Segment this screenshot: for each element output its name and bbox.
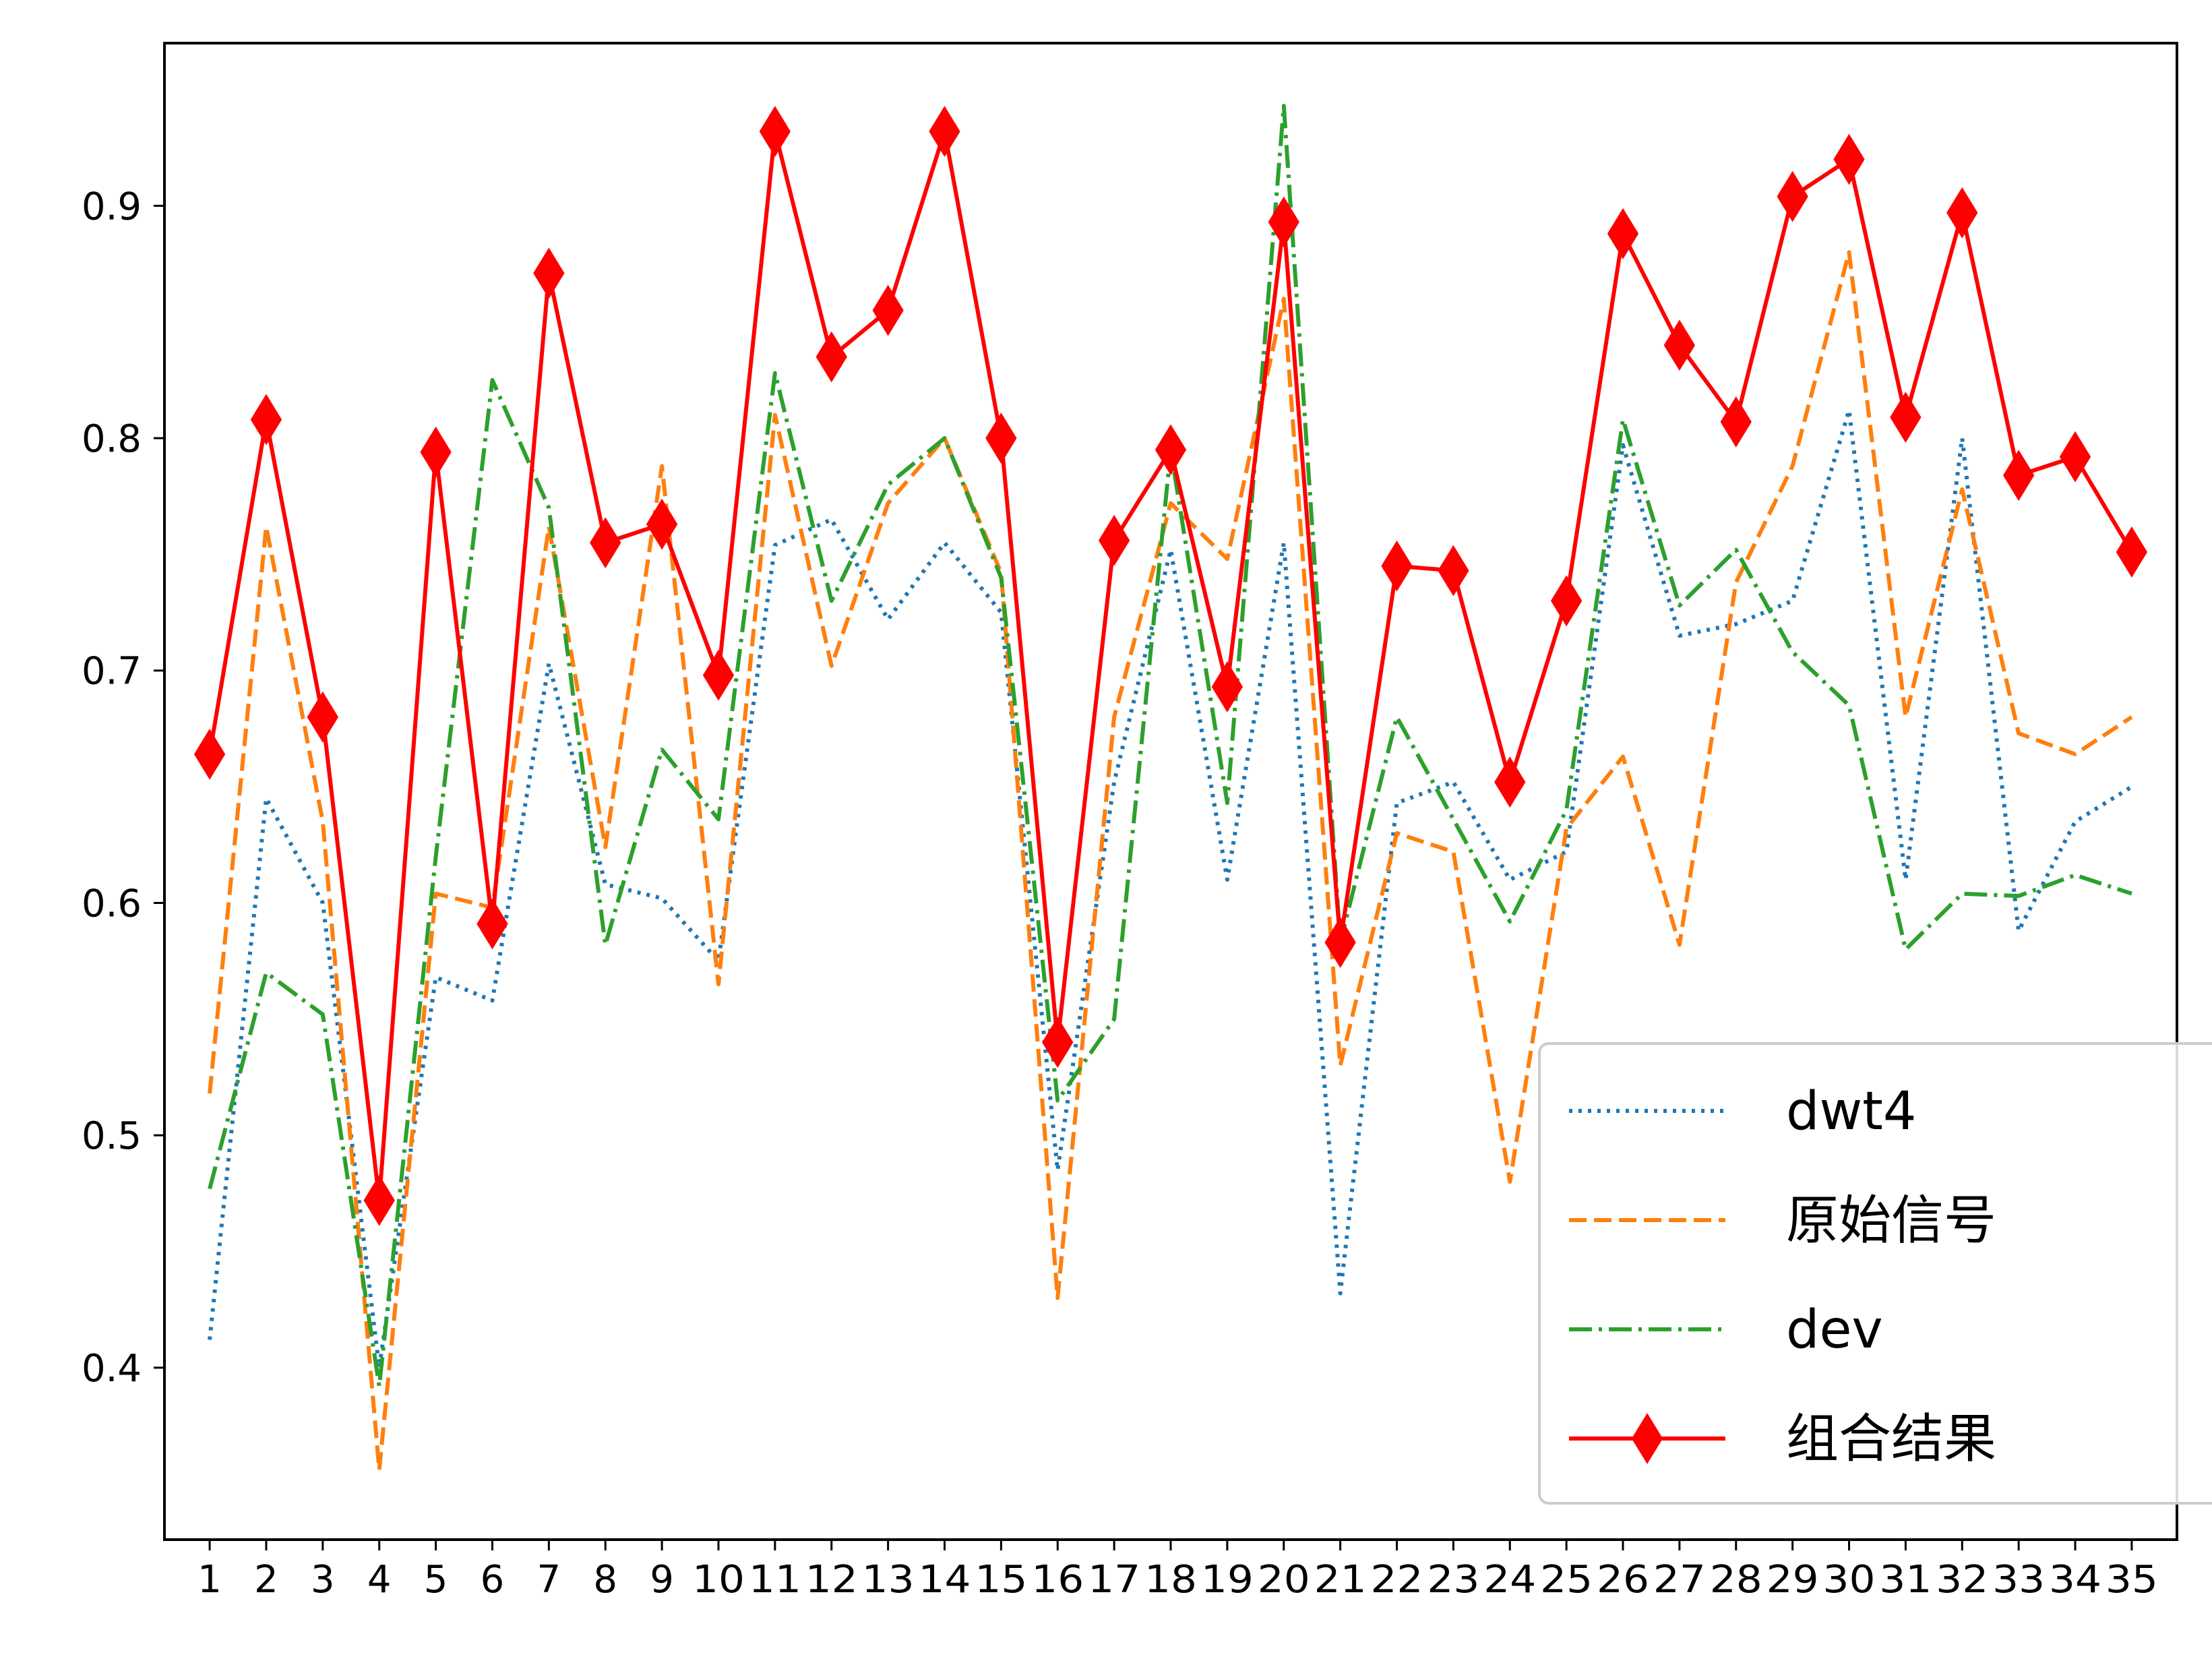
legend-entry-2: 原始信号 (1569, 1190, 1996, 1251)
series-4-marker-26 (1607, 208, 1639, 260)
y-tick-label-0.9: 0.9 (82, 185, 142, 229)
series-4-marker-2 (250, 394, 282, 446)
legend-entry-3: dev (1569, 1300, 1883, 1360)
series-1 (208, 408, 2133, 1370)
legend-marker-4 (1631, 1413, 1663, 1464)
series-4-marker-7 (533, 247, 565, 299)
y-tick-label-0.5: 0.5 (82, 1114, 142, 1158)
x-tick-label-17: 17 (1088, 1558, 1140, 1602)
series-4-marker-14 (929, 106, 960, 157)
series-4-marker-10 (702, 649, 735, 701)
x-tick-label-32: 32 (1936, 1558, 1988, 1602)
x-tick-label-34: 34 (2049, 1558, 2101, 1602)
series-4-marker-33 (2002, 450, 2035, 502)
series-4-marker-23 (1438, 545, 1469, 597)
series-4-marker-34 (2059, 431, 2091, 483)
series-4-marker-3 (307, 691, 339, 743)
series-4-marker-4 (363, 1174, 395, 1226)
series-4-marker-19 (1211, 661, 1243, 713)
x-tick-label-4: 4 (367, 1558, 392, 1602)
x-tick-label-14: 14 (918, 1558, 971, 1602)
series-4-marker-5 (420, 426, 452, 478)
x-tick-label-28: 28 (1710, 1558, 1762, 1602)
x-tick-label-33: 33 (1992, 1558, 2045, 1602)
series-4-marker-29 (1777, 171, 1808, 222)
legend: dwt4 原始信号 dev 组合结果 (1538, 1042, 2212, 1505)
series-4-marker-9 (646, 498, 678, 550)
x-tick-label-16: 16 (1031, 1558, 1084, 1602)
series-2 (208, 250, 2133, 1472)
x-tick-label-8: 8 (593, 1558, 617, 1602)
series-4-marker-17 (1098, 514, 1130, 566)
series-4-marker-20 (1268, 196, 1299, 248)
x-tick-label-7: 7 (537, 1558, 561, 1602)
x-tick-label-21: 21 (1314, 1558, 1367, 1602)
series-4-marker-6 (477, 898, 508, 950)
series-4-marker-35 (2116, 526, 2148, 578)
legend-label-2: 原始信号 (1786, 1190, 1996, 1251)
x-tick-label-23: 23 (1427, 1558, 1479, 1602)
y-tick-label-0.8: 0.8 (82, 417, 142, 461)
series-4-marker-13 (872, 284, 904, 336)
x-tick-label-5: 5 (424, 1558, 448, 1602)
y-tick-label-0.6: 0.6 (82, 882, 142, 926)
legend-label-4: 组合结果 (1786, 1409, 1996, 1470)
y-axis: 0.4 0.5 0.6 0.7 0.8 0.9 (82, 185, 164, 1391)
x-tick-label-11: 11 (749, 1558, 801, 1602)
legend-box (1538, 1042, 2212, 1505)
legend-entry-1: dwt4 (1569, 1081, 1917, 1142)
series-4-marker-1 (193, 728, 226, 780)
series-4-marker-24 (1494, 756, 1526, 808)
series-4-marker-12 (816, 331, 847, 383)
series-4-marker-16 (1042, 1017, 1074, 1068)
series-4-marker-11 (759, 106, 791, 157)
series-4-marker-32 (1946, 187, 1978, 239)
x-axis: 1 2 3 4 5 6 7 8 9 10 11 12 13 14 15 16 17 18 19 20 21 22 23 24 2… (197, 1540, 2158, 1602)
series-4-marker-31 (1890, 392, 1922, 443)
x-tick-label-13: 13 (862, 1558, 915, 1602)
series-4-marker-27 (1663, 320, 1696, 371)
legend-entry-4: 组合结果 (1569, 1409, 1996, 1470)
series-4-marker-18 (1155, 424, 1187, 476)
x-tick-label-18: 18 (1144, 1558, 1197, 1602)
x-tick-label-3: 3 (311, 1558, 335, 1602)
x-tick-label-1: 1 (197, 1558, 222, 1602)
x-tick-label-2: 2 (254, 1558, 278, 1602)
series-layer (193, 104, 2148, 1472)
x-tick-label-15: 15 (975, 1558, 1027, 1602)
series-4-marker-8 (590, 517, 621, 569)
series-line-1 (208, 408, 2133, 1370)
x-tick-label-6: 6 (481, 1558, 505, 1602)
x-tick-label-24: 24 (1483, 1558, 1536, 1602)
x-tick-label-27: 27 (1653, 1558, 1706, 1602)
legend-label-3: dev (1786, 1300, 1883, 1360)
series-4-marker-30 (1833, 133, 1865, 185)
x-tick-label-26: 26 (1597, 1558, 1649, 1602)
x-tick-label-30: 30 (1823, 1558, 1876, 1602)
x-tick-label-12: 12 (805, 1558, 858, 1602)
y-tick-label-0.4: 0.4 (82, 1347, 142, 1391)
y-tick-label-0.7: 0.7 (82, 650, 142, 694)
series-4-marker-15 (985, 413, 1017, 464)
legend-label-1: dwt4 (1786, 1081, 1917, 1142)
series-4-marker-22 (1381, 540, 1413, 592)
series-4-marker-21 (1324, 917, 1356, 968)
series-4 (193, 106, 2148, 1226)
x-tick-label-35: 35 (2106, 1558, 2158, 1602)
x-tick-label-20: 20 (1258, 1558, 1310, 1602)
x-tick-label-9: 9 (650, 1558, 674, 1602)
series-line-2 (208, 250, 2133, 1472)
x-tick-label-22: 22 (1371, 1558, 1423, 1602)
x-tick-label-29: 29 (1766, 1558, 1819, 1602)
x-tick-label-10: 10 (692, 1558, 745, 1602)
x-tick-label-19: 19 (1201, 1558, 1254, 1602)
series-4-marker-28 (1720, 396, 1752, 448)
x-tick-label-31: 31 (1879, 1558, 1932, 1602)
series-4-marker-25 (1550, 575, 1583, 627)
x-tick-label-25: 25 (1540, 1558, 1593, 1602)
